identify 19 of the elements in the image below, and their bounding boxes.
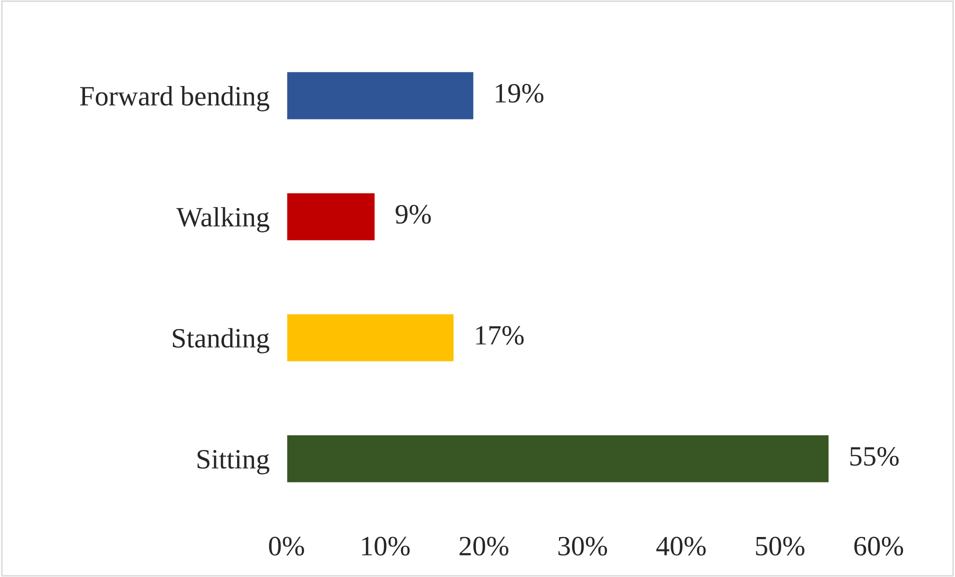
bar xyxy=(286,192,376,242)
x-tick-label: 0% xyxy=(269,536,304,556)
x-tick-label: 10% xyxy=(362,536,410,556)
x-tick-label: 50% xyxy=(756,536,804,556)
bar xyxy=(286,312,455,363)
y-tick-label: Standing xyxy=(172,328,270,354)
y-tick-label: Walking xyxy=(176,207,270,232)
x-tick-label: 40% xyxy=(656,536,706,556)
y-tick-label: Sitting xyxy=(198,450,270,474)
y-tick-label: Forward bending xyxy=(80,86,270,112)
data-label: 9% xyxy=(396,204,431,224)
x-tick-label: 30% xyxy=(558,536,608,556)
bar xyxy=(286,70,475,121)
x-tick-label: 60% xyxy=(854,536,904,556)
data-label: 19% xyxy=(496,84,544,103)
x-tick-label: 20% xyxy=(460,536,508,556)
data-label: 55% xyxy=(850,446,899,466)
data-label: 17% xyxy=(476,326,524,345)
bar xyxy=(286,434,830,484)
